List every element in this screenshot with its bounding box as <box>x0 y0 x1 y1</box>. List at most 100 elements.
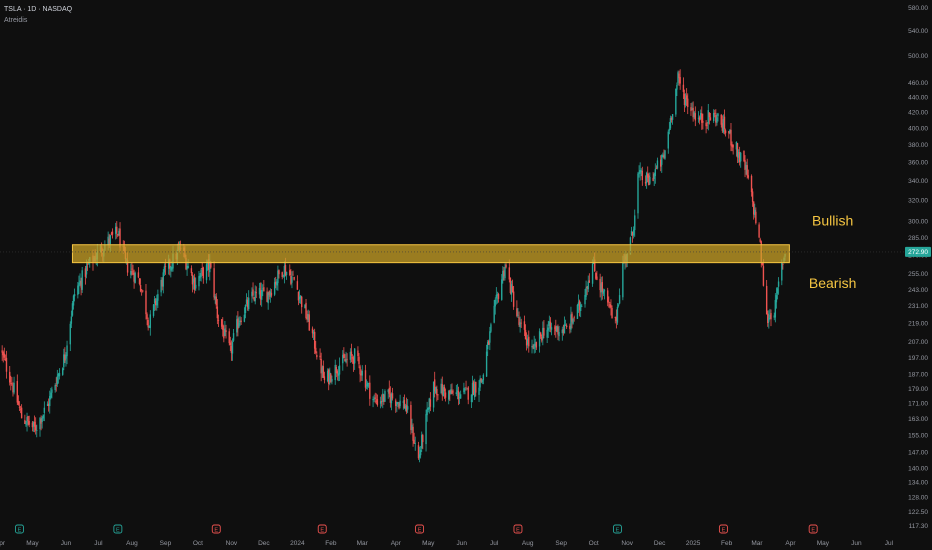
candle-body <box>32 421 35 427</box>
candle <box>130 263 132 279</box>
candle <box>716 113 718 126</box>
candle-body <box>153 298 156 304</box>
price-tick-label: 285.00 <box>908 235 928 242</box>
candle <box>289 264 291 277</box>
candle-body <box>644 181 647 184</box>
candle <box>276 279 278 291</box>
candle <box>55 377 57 392</box>
candle-body <box>338 365 341 375</box>
candle-body <box>49 395 51 407</box>
candle-body <box>576 304 579 319</box>
candle <box>28 415 30 428</box>
candle-body <box>617 305 620 306</box>
candle <box>70 310 73 328</box>
candle <box>64 347 66 364</box>
candle-body <box>427 407 429 411</box>
candle-body <box>240 320 242 322</box>
candle <box>661 154 663 173</box>
candle-body <box>747 175 749 178</box>
candle-body <box>111 231 114 235</box>
time-tick-label: Jun <box>851 540 862 547</box>
price-tick-label: 128.00 <box>908 495 928 502</box>
candle <box>609 301 611 309</box>
candle <box>517 307 519 318</box>
candle-body <box>611 308 613 319</box>
candle-body <box>19 408 22 410</box>
candle <box>311 326 314 338</box>
price-tick-label: 122.50 <box>908 509 928 516</box>
candle <box>390 392 393 411</box>
candle-body <box>391 393 394 399</box>
candle-body <box>396 402 398 405</box>
candle <box>744 155 746 178</box>
candle <box>539 332 542 339</box>
candle <box>32 421 35 432</box>
candle-body <box>28 421 30 425</box>
candle <box>549 317 552 333</box>
candle <box>78 275 80 295</box>
candle-body <box>379 401 382 404</box>
candle-body <box>222 324 224 330</box>
candle <box>755 207 757 225</box>
candle <box>501 274 503 301</box>
candle <box>481 379 483 385</box>
candle <box>707 103 709 131</box>
candle <box>138 277 141 286</box>
candle-body <box>357 350 359 357</box>
candle <box>18 401 21 411</box>
candle <box>433 371 436 398</box>
candle <box>603 288 606 300</box>
candle-body <box>542 327 544 339</box>
candle-body <box>669 118 672 129</box>
candle <box>767 310 769 327</box>
candle <box>637 171 639 219</box>
candle <box>343 347 345 359</box>
candle <box>705 120 707 134</box>
candle <box>526 334 529 349</box>
candle <box>472 380 475 395</box>
candle-body <box>735 141 738 150</box>
candle <box>24 414 26 425</box>
candle <box>425 409 427 452</box>
candle-body <box>220 319 223 327</box>
candle <box>586 285 588 296</box>
candle-body <box>160 279 162 293</box>
candle-body <box>16 381 19 403</box>
candle-body <box>2 351 4 356</box>
candle-body <box>84 268 87 277</box>
candle <box>40 415 42 431</box>
candle-body <box>278 270 280 275</box>
price-axis[interactable]: 580.00 540.00 500.00 460.00 440.00 420.00 400.… <box>904 0 932 550</box>
candle-body <box>565 325 568 328</box>
candle <box>546 324 548 343</box>
candle <box>738 146 741 166</box>
candle <box>160 277 162 297</box>
candle-body <box>578 300 581 311</box>
candle <box>720 113 722 128</box>
candle-body <box>72 295 75 306</box>
earnings-marker-box <box>211 524 221 534</box>
candle-body <box>601 282 604 292</box>
candle <box>39 417 41 437</box>
candle-body <box>78 283 80 287</box>
candle-body <box>130 271 132 275</box>
candle <box>554 325 556 336</box>
candle <box>254 285 256 305</box>
candle-body <box>17 400 20 405</box>
candle-body <box>649 176 651 184</box>
candle <box>66 340 68 365</box>
candle <box>432 381 435 412</box>
candle-body <box>149 314 152 328</box>
candle-body <box>573 317 575 319</box>
candle <box>541 334 543 343</box>
time-axis[interactable]: Apr May Jun Jul Aug Sep Oct Nov Dec 2024 Feb Mar Apr… <box>0 540 894 547</box>
candle <box>493 300 495 324</box>
candle-body <box>24 420 26 424</box>
candle <box>723 109 726 135</box>
candle-body <box>444 392 447 398</box>
candle <box>659 155 662 172</box>
candle <box>747 169 749 180</box>
candle <box>463 382 465 395</box>
candle-body <box>313 331 316 349</box>
